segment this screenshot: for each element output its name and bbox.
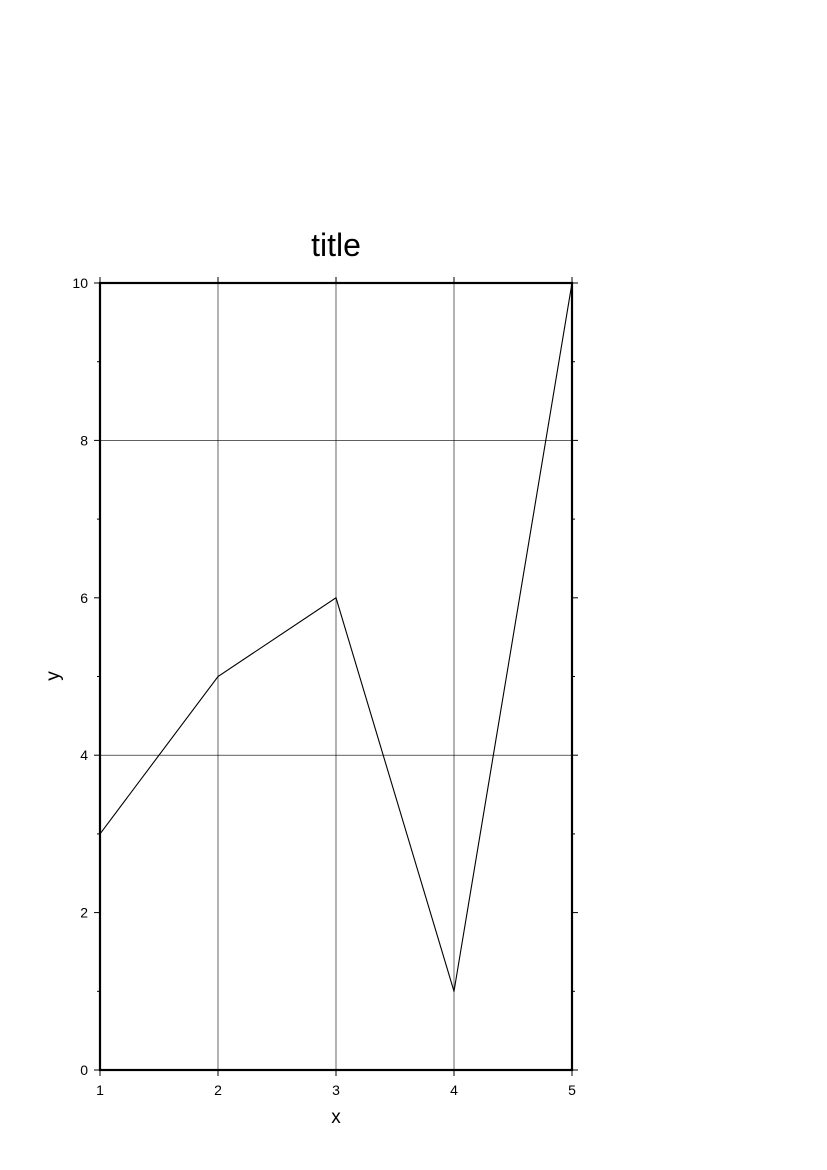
- data-point: [217, 675, 219, 678]
- x-tick-label: 3: [332, 1082, 340, 1098]
- x-tick-labels: 1 2 3 4 5: [96, 1082, 576, 1098]
- y-tick-label: 4: [80, 747, 88, 763]
- y-axis-label: y: [43, 671, 64, 681]
- grid-lines: [100, 283, 572, 1070]
- x-tick-label: 4: [450, 1082, 458, 1098]
- x-tick-label: 1: [96, 1082, 104, 1098]
- tick-marks: [94, 277, 578, 1076]
- x-tick-label: 2: [214, 1082, 222, 1098]
- chart-title: title: [311, 227, 361, 263]
- x-tick-label: 5: [568, 1082, 576, 1098]
- y-tick-label: 10: [72, 275, 88, 291]
- y-tick-label: 0: [80, 1062, 88, 1078]
- y-tick-label: 8: [80, 432, 88, 448]
- data-point: [335, 597, 337, 599]
- data-point: [453, 990, 455, 992]
- y-tick-label: 6: [80, 590, 88, 606]
- y-tick-labels: 0 2 4 6 8 10: [72, 275, 88, 1078]
- x-axis-label: x: [331, 1107, 341, 1128]
- y-tick-label: 2: [80, 905, 88, 921]
